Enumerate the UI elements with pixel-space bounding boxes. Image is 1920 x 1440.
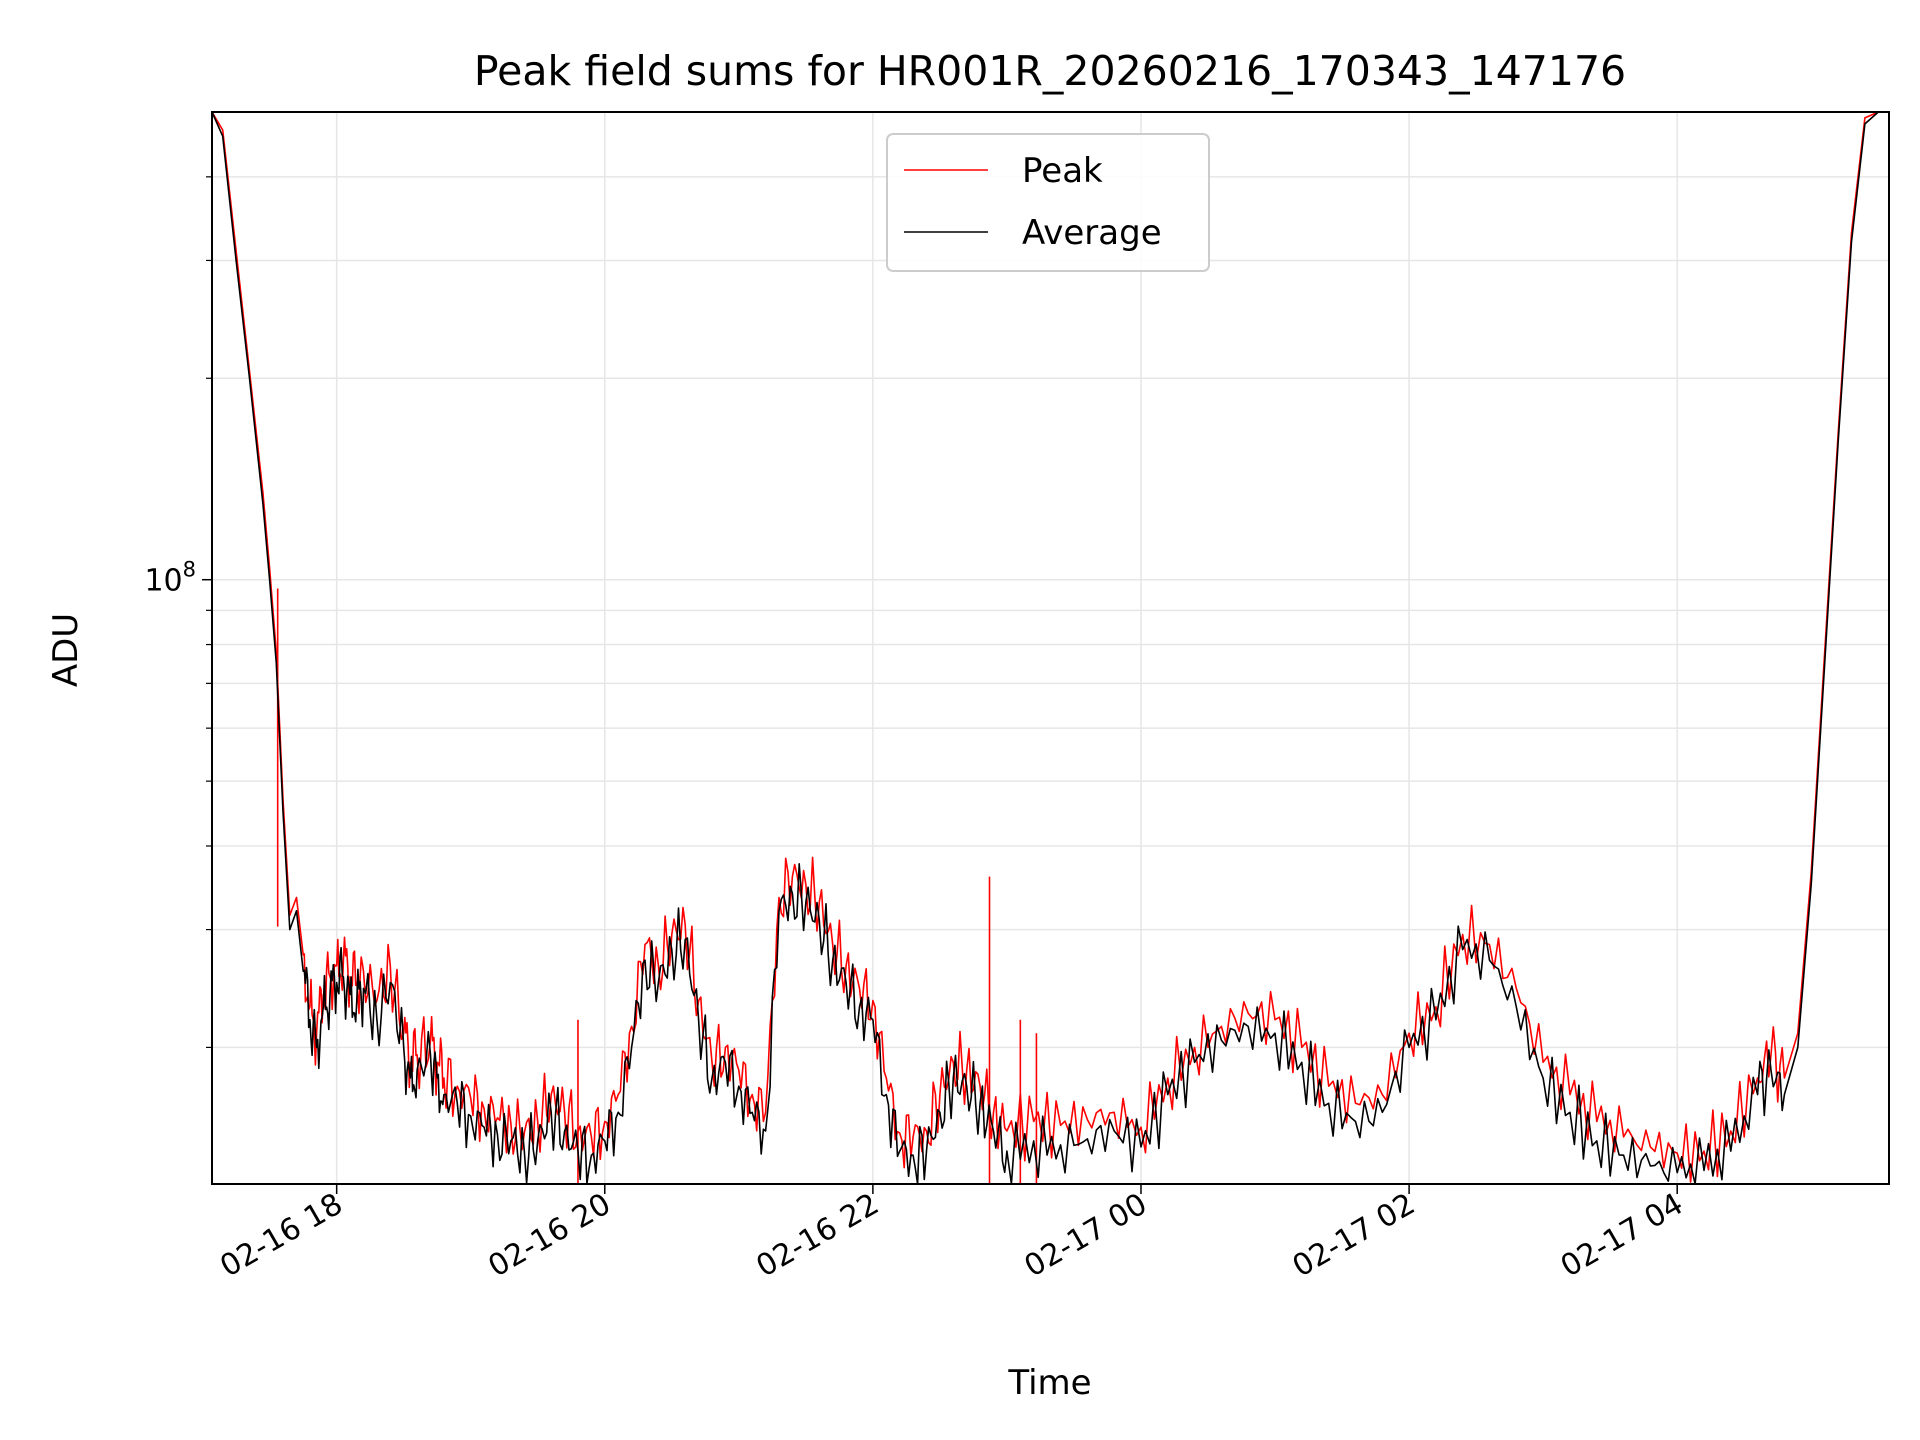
x-axis-label: Time bbox=[1007, 1363, 1091, 1403]
legend-box bbox=[886, 133, 1210, 272]
y-tick-label-base: 10 bbox=[144, 564, 182, 599]
y-axis-label: ADU bbox=[46, 613, 86, 687]
legend: Peak Average bbox=[886, 133, 1210, 272]
plot-frame bbox=[211, 111, 1890, 1185]
series-line-average bbox=[211, 111, 1889, 1185]
chart-title: Peak field sums for HR001R_20260216_1703… bbox=[474, 47, 1626, 95]
y-tick-label-exponent: 8 bbox=[183, 558, 196, 582]
legend-label-average: Average bbox=[1022, 213, 1162, 253]
series-group bbox=[211, 111, 1889, 1185]
y-tick-label: 108 bbox=[144, 558, 196, 599]
grid bbox=[212, 112, 1889, 1184]
legend-label-peak: Peak bbox=[1022, 151, 1103, 191]
